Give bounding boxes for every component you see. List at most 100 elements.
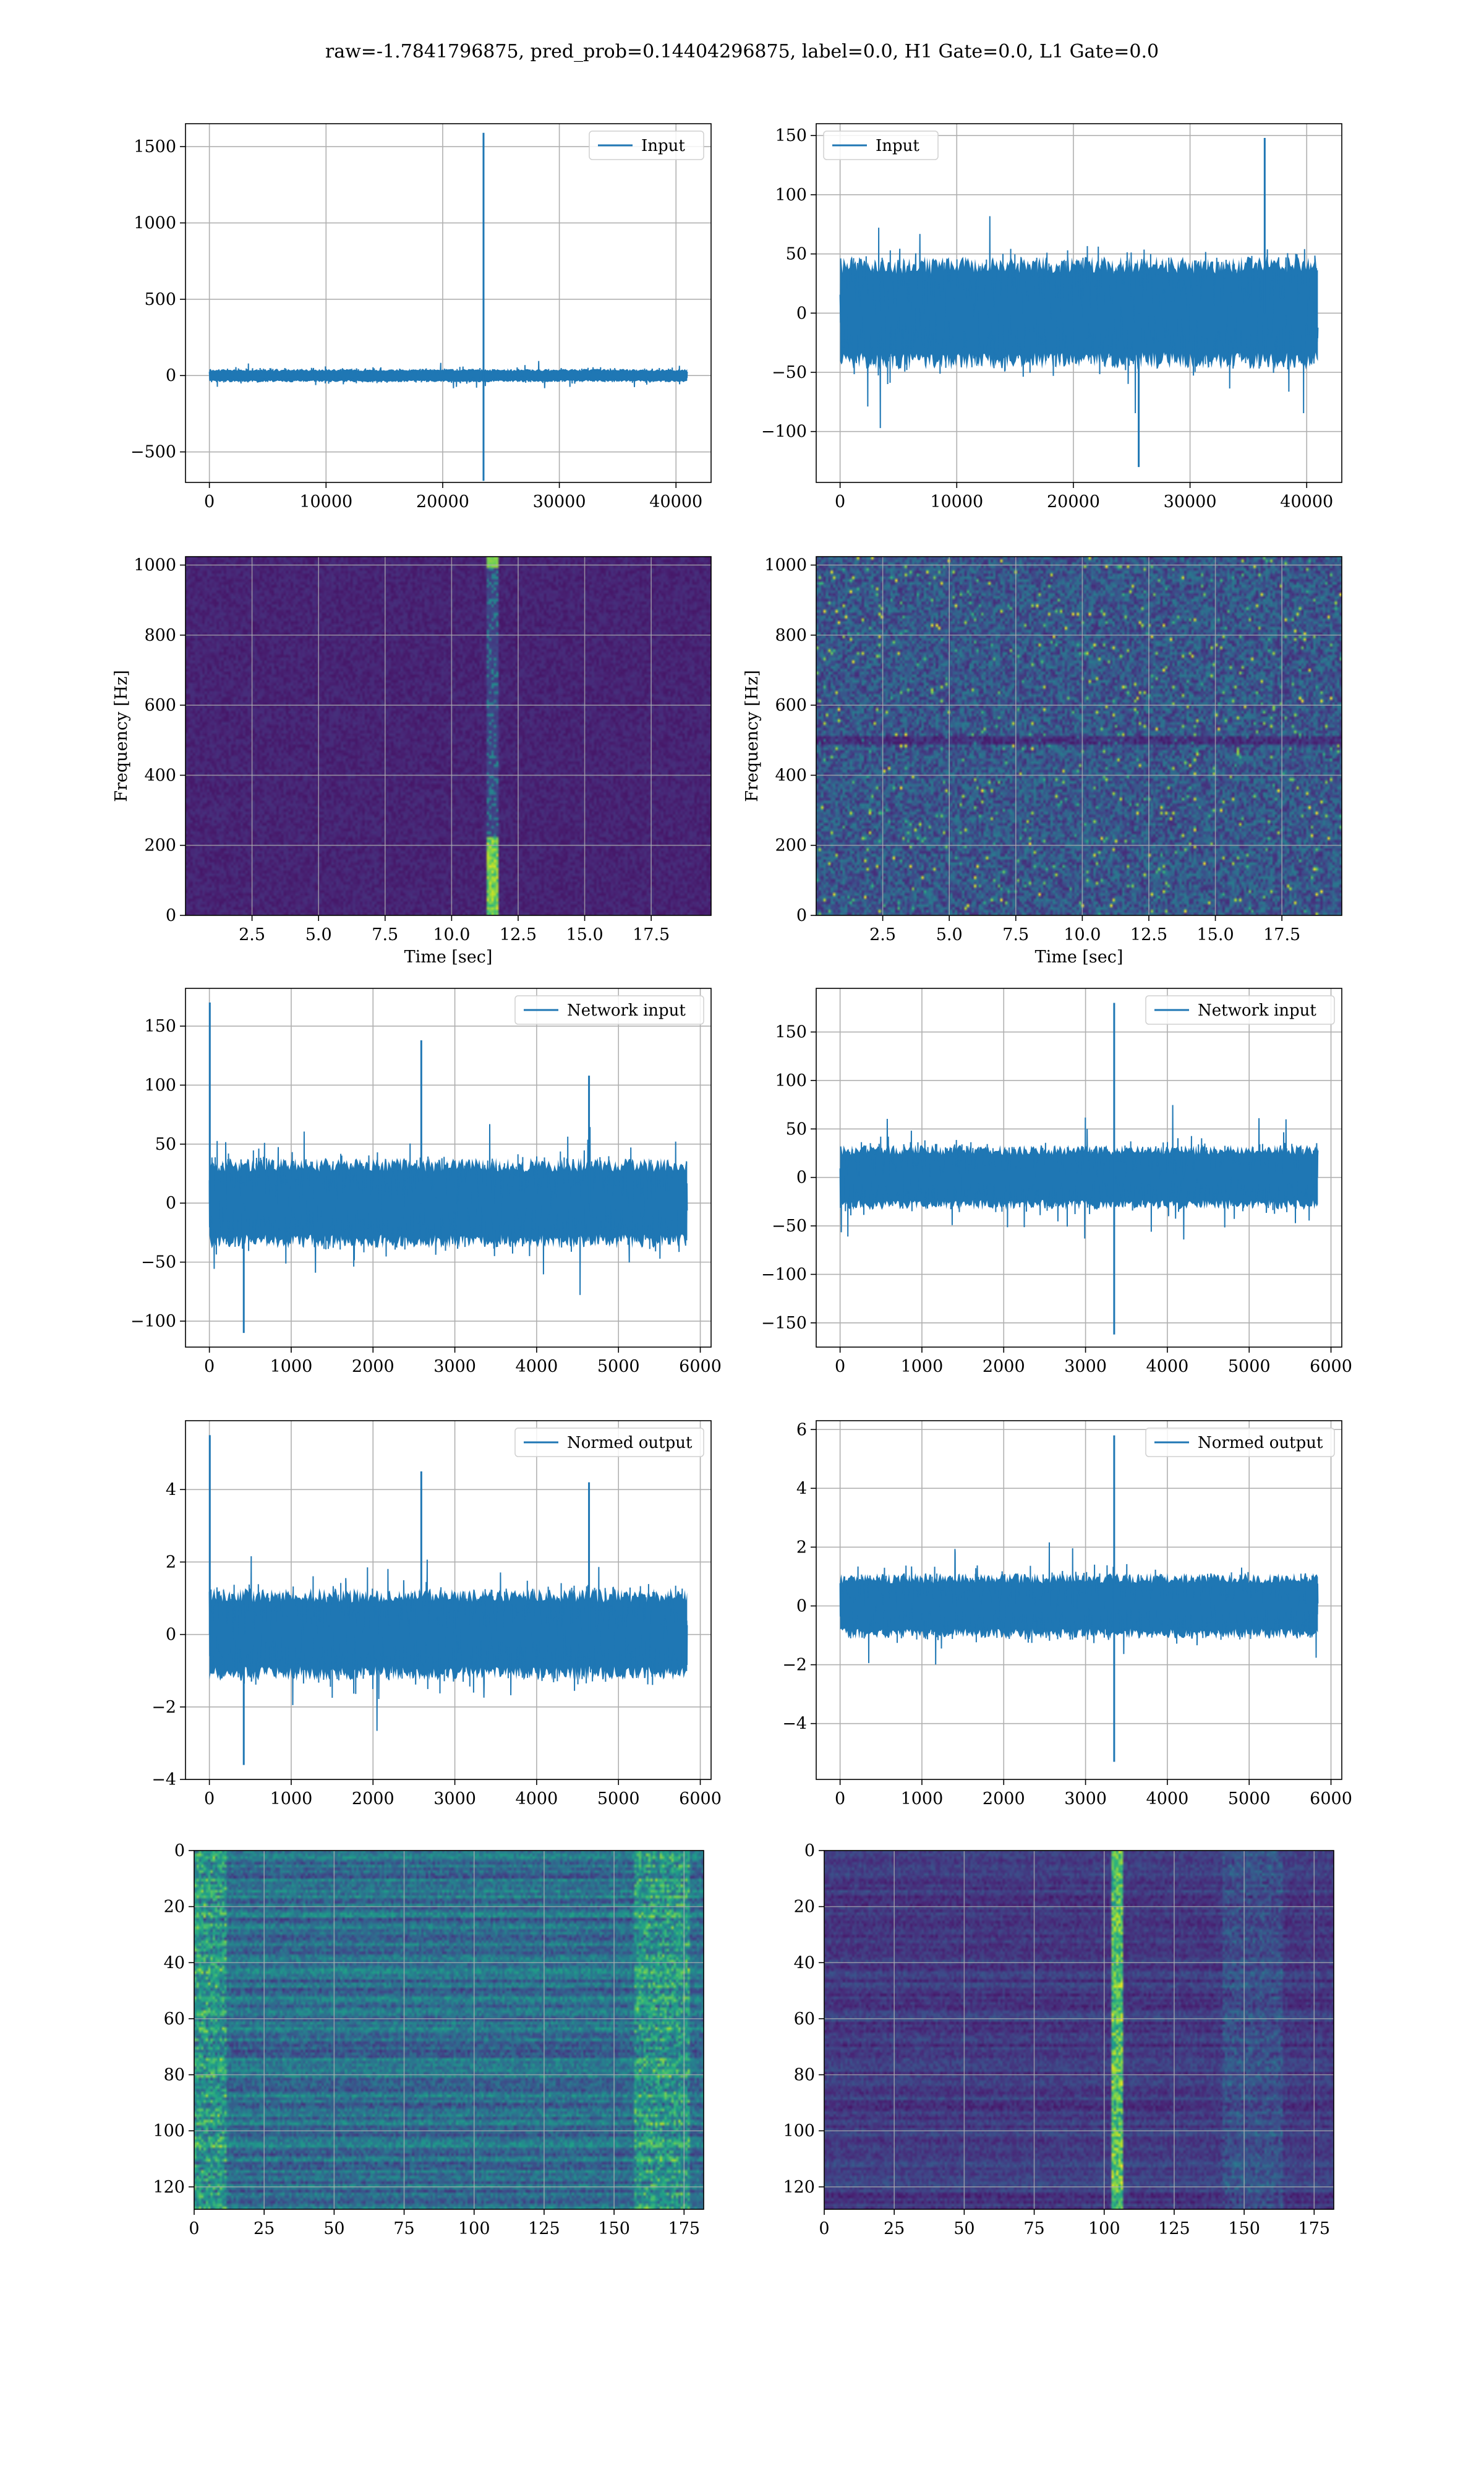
line-chart-r3c0: 0 1000 2000 3000 4000 5000 6000 −4 −2 0 2 4 Normed o… — [151, 1420, 722, 1808]
y-tick-label: 800 — [775, 626, 807, 645]
line-chart-r3c1: 0 1000 2000 3000 4000 5000 6000 −4 −2 0 2 4 6 Normed … — [782, 1420, 1352, 1808]
x-tick-label: 50 — [323, 2219, 344, 2238]
axes-frame — [194, 1850, 704, 2210]
x-tick-label: 5000 — [1228, 1357, 1271, 1376]
line-chart-r2c1: 0 1000 2000 3000 4000 5000 6000 −150 −100 −50 0 50 1… — [761, 988, 1352, 1376]
legend-label: Normed output — [1198, 1434, 1323, 1452]
y-tick-label: −4 — [151, 1770, 176, 1789]
x-tick-label: 17.5 — [633, 925, 670, 944]
y-tick-label: 20 — [164, 1898, 185, 1917]
legend-label: Input — [641, 137, 685, 155]
x-tick-label: 1000 — [901, 1789, 944, 1808]
x-tick-label: 6000 — [679, 1357, 722, 1376]
y-tick-label: 4 — [796, 1479, 807, 1498]
heatmap-r1c1: 2.5 5.0 7.5 10.0 12.5 15.0 17.5 0 200 400 600 800 10… — [743, 556, 1342, 967]
x-tick-label: 6000 — [1310, 1357, 1352, 1376]
x-tick-label: 3000 — [1064, 1789, 1107, 1808]
signal-trace — [208, 361, 688, 388]
y-tick-label: 150 — [775, 126, 807, 145]
x-tick-label: 6000 — [679, 1789, 722, 1808]
x-tick-label: 10.0 — [433, 925, 470, 944]
y-axis-label: Frequency [Hz] — [743, 670, 762, 802]
axes-frame — [816, 556, 1342, 916]
y-tick-label: 0 — [166, 1625, 176, 1645]
heatmap-image — [194, 1851, 704, 2209]
x-tick-label: 4000 — [1146, 1357, 1189, 1376]
y-tick-label: −100 — [761, 1265, 807, 1284]
x-tick-label: 10000 — [930, 492, 983, 511]
y-tick-label: −500 — [130, 443, 176, 462]
heatmap-r1c0: 2.5 5.0 7.5 10.0 12.5 15.0 17.5 0 200 400 600 800 10… — [112, 556, 712, 967]
axes-frame — [185, 988, 712, 1348]
x-tick-label: 0 — [189, 2219, 199, 2238]
x-tick-label: 3000 — [1064, 1357, 1107, 1376]
plot-area — [186, 124, 711, 482]
y-tick-label: 2 — [796, 1538, 807, 1557]
signal-trace — [208, 1124, 688, 1295]
x-tick-label: 3000 — [433, 1789, 476, 1808]
y-tick-label: 200 — [775, 836, 807, 855]
x-tick-label: 25 — [884, 2219, 905, 2238]
y-tick-label: 100 — [153, 2121, 185, 2141]
heatmap-r4c0: 0 25 50 75 100 125 150 175 0 20 40 60 80 100 120 — [153, 1841, 704, 2238]
axes-frame — [185, 556, 712, 916]
y-tick-label: 80 — [794, 2066, 815, 2085]
x-tick-label: 15.0 — [566, 925, 603, 944]
x-tick-label: 30000 — [1164, 492, 1217, 511]
legend-label: Network input — [1198, 1001, 1316, 1020]
x-tick-label: 2000 — [352, 1357, 394, 1376]
x-tick-label: 5.0 — [936, 925, 963, 944]
y-tick-label: 1000 — [134, 213, 176, 233]
axes-frame — [816, 988, 1342, 1348]
y-tick-label: 1000 — [764, 556, 807, 575]
legend-label: Input — [876, 137, 919, 155]
legend-box — [1145, 995, 1335, 1025]
x-tick-label: 7.5 — [372, 925, 398, 944]
x-tick-label: 0 — [204, 1357, 215, 1376]
x-tick-label: 5000 — [1228, 1789, 1271, 1808]
x-tick-label: 12.5 — [1130, 925, 1167, 944]
y-tick-label: 400 — [775, 766, 807, 785]
x-tick-label: 0 — [835, 1789, 845, 1808]
x-axis-label: Time [sec] — [404, 948, 493, 967]
x-tick-label: 2.5 — [239, 925, 265, 944]
y-tick-label: 40 — [164, 1953, 185, 1972]
y-tick-label: −150 — [761, 1314, 807, 1333]
x-tick-label: 75 — [393, 2219, 414, 2238]
x-tick-label: 5000 — [597, 1357, 640, 1376]
x-tick-label: 2000 — [352, 1789, 394, 1808]
x-tick-label: 17.5 — [1263, 925, 1300, 944]
y-tick-label: 0 — [796, 1597, 807, 1616]
line-chart-r0c1: 0 10000 20000 30000 40000 −100 −50 0 50 100 150 Inp… — [761, 123, 1342, 511]
y-tick-label: 0 — [796, 1168, 807, 1188]
y-tick-label: 120 — [783, 2178, 815, 2197]
y-axis-label: Frequency [Hz] — [112, 670, 131, 802]
y-tick-label: 60 — [794, 2010, 815, 2029]
y-tick-label: 150 — [144, 1017, 176, 1036]
y-tick-label: −2 — [151, 1698, 176, 1717]
x-tick-label: 40000 — [649, 492, 702, 511]
heatmap-image — [186, 557, 711, 915]
x-tick-label: 4000 — [1146, 1789, 1189, 1808]
y-tick-label: 0 — [804, 1841, 815, 1860]
signal-trace — [839, 1542, 1319, 1665]
y-tick-label: 0 — [166, 1194, 176, 1213]
axes-frame — [185, 1420, 712, 1780]
y-tick-label: 100 — [783, 2121, 815, 2141]
x-tick-label: 0 — [835, 492, 845, 511]
x-tick-label: 2.5 — [869, 925, 896, 944]
y-tick-label: 6 — [796, 1420, 807, 1439]
y-tick-label: −50 — [772, 363, 807, 382]
y-tick-label: 100 — [775, 1071, 807, 1090]
legend-box — [589, 131, 704, 160]
x-tick-label: 0 — [204, 492, 215, 511]
x-tick-label: 1000 — [901, 1357, 944, 1376]
y-tick-label: −100 — [761, 422, 807, 442]
x-tick-label: 175 — [668, 2219, 701, 2238]
x-tick-label: 5000 — [597, 1789, 640, 1808]
heatmap-r4c1: 0 25 50 75 100 125 150 175 0 20 40 60 80 100 120 — [783, 1841, 1334, 2238]
x-tick-label: 0 — [835, 1357, 845, 1376]
x-tick-label: 25 — [254, 2219, 275, 2238]
x-tick-label: 1000 — [270, 1357, 313, 1376]
